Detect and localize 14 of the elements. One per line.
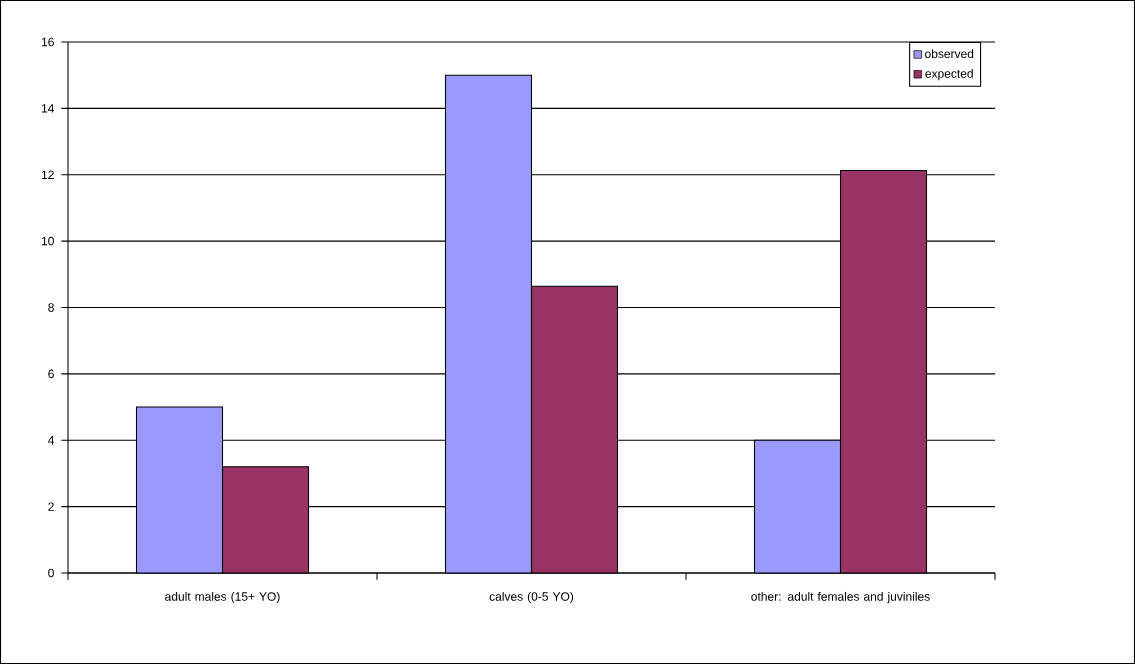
y-tick-label: 14: [41, 104, 55, 113]
x-tick-label: other: adult females and juviniles: [751, 591, 930, 604]
legend-label: expected: [925, 69, 973, 81]
y-tick-label: 12: [41, 170, 54, 179]
y-tick-label: 16: [41, 37, 54, 47]
legend-label: observed: [925, 49, 974, 59]
y-tick-label: 10: [41, 236, 54, 246]
y-tick-label: 2: [48, 502, 54, 511]
y-tick-label: 8: [48, 303, 54, 312]
y-tick-label: 6: [48, 369, 54, 379]
y-tick-label: 0: [48, 568, 54, 578]
x-tick-label: adult males (15+ YO): [165, 591, 280, 604]
x-tick-label: calves (0-5 YO): [489, 591, 574, 604]
y-tick-label: 4: [48, 436, 55, 445]
